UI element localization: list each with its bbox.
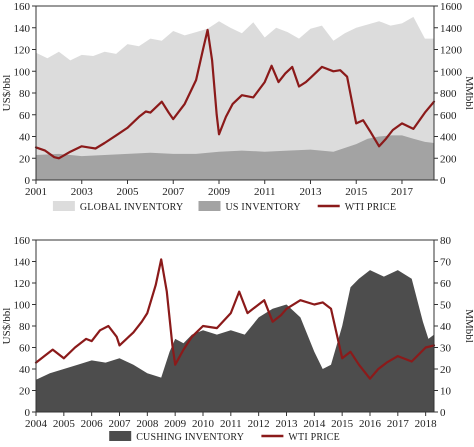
- top-chart: 2001 2003 2005 2007 2009 2011 2013 2015 2017 020…: [1, 1, 474, 213]
- bottom-y-left-tick-label: 140: [14, 257, 31, 269]
- top-y-left-tick-label: 100: [14, 66, 31, 78]
- bottom-chart-lines: [34, 258, 436, 380]
- bottom-y-left-tick-label: 100: [14, 300, 31, 312]
- top-y-left-axis: 0 20 40 60 80 100 120 140 160: [14, 1, 36, 187]
- top-x-tick-label: 2007: [162, 186, 185, 198]
- top-y-left-tick-label: 80: [19, 88, 31, 100]
- bottom-y-right-tick-label: 0: [440, 407, 446, 419]
- bottom-x-tick-label: 2012: [248, 418, 270, 430]
- top-legend-label-wti-price: WTI PRICE: [345, 202, 397, 213]
- bottom-y-left-tick-label: 160: [14, 235, 31, 247]
- bottom-legend: CUSHING INVENTORY WTI PRICE: [109, 431, 340, 443]
- bottom-x-tick-label: 2004: [25, 418, 48, 430]
- top-y-left-tick-label: 40: [19, 132, 31, 144]
- top-x-tick-label: 2003: [71, 186, 94, 198]
- bottom-y-left-label: US$/bbl: [1, 308, 13, 345]
- top-legend-swatch-us-inventory: [198, 201, 221, 211]
- bottom-y-left-tick-label: 40: [19, 364, 31, 376]
- top-y-right-tick-label: 800: [440, 88, 457, 100]
- bottom-y-right-tick-label: 40: [440, 321, 452, 333]
- top-legend-swatch-global-inventory: [52, 201, 75, 211]
- bottom-y-left-axis: 0 20 40 60 80 100 120 140 160: [14, 235, 36, 419]
- bottom-y-right-tick-label: 30: [440, 343, 452, 355]
- bottom-chart-areas: [36, 270, 434, 412]
- top-y-right-tick-label: 600: [440, 110, 457, 122]
- bottom-x-tick-label: 2010: [192, 418, 215, 430]
- top-y-left-tick-label: 60: [19, 110, 31, 122]
- bottom-y-right-label: MMbbl: [463, 309, 474, 343]
- top-series-global-inventory-area: [36, 16, 434, 181]
- bottom-y-left-tick-label: 0: [25, 407, 31, 419]
- bottom-y-right-tick-label: 50: [440, 300, 452, 312]
- bottom-legend-swatch-cushing-inventory: [109, 431, 132, 441]
- bottom-y-right-tick-label: 70: [440, 257, 452, 269]
- bottom-y-right-tick-label: 80: [440, 235, 452, 247]
- bottom-x-tick-label: 2014: [303, 418, 326, 430]
- bottom-x-axis: 2004 2005 2006 2007 2008 2009 2010 2011 2012 2013…: [25, 412, 437, 430]
- top-y-left-tick-label: 20: [19, 153, 31, 165]
- top-legend-label-us-inventory: US INVENTORY: [226, 202, 301, 213]
- bottom-y-right-axis: 0 10 20 30 40 50 60 70 80: [434, 235, 452, 419]
- top-y-left-tick-label: 0: [25, 175, 31, 187]
- bottom-x-tick-label: 2015: [331, 418, 354, 430]
- bottom-x-tick-label: 2009: [164, 418, 187, 430]
- top-series-wti-price-line: [34, 28, 436, 160]
- bottom-y-right-tick-label: 20: [440, 364, 452, 376]
- bottom-chart: 2004 2005 2006 2007 2008 2009 2010 2011 2012 2013…: [1, 235, 474, 443]
- top-y-left-tick-label: 140: [14, 23, 31, 35]
- top-x-tick-label: 2005: [116, 186, 139, 198]
- top-y-right-tick-label: 1600: [440, 1, 463, 13]
- top-y-right-axis: 0 200 400 600 800 1000 1200 1400 1600: [434, 1, 463, 187]
- bottom-x-tick-label: 2005: [53, 418, 76, 430]
- bottom-x-tick-label: 2016: [359, 418, 382, 430]
- bottom-series-cushing-inventory-area: [36, 270, 434, 412]
- bottom-x-tick-label: 2008: [136, 418, 159, 430]
- bottom-y-right-tick-label: 60: [440, 278, 452, 290]
- top-y-right-tick-label: 0: [440, 175, 446, 187]
- bottom-x-tick-label: 2006: [81, 418, 104, 430]
- top-y-right-tick-label: 1400: [440, 23, 463, 35]
- top-x-tick-label: 2013: [299, 186, 322, 198]
- bottom-x-tick-label: 2013: [275, 418, 298, 430]
- bottom-legend-label-cushing-inventory: CUSHING INVENTORY: [136, 432, 244, 443]
- top-y-right-label: MMbbl: [463, 76, 474, 110]
- bottom-y-left-tick-label: 120: [14, 278, 31, 290]
- top-x-tick-label: 2011: [254, 186, 276, 198]
- top-y-left-label: US$/bbl: [1, 75, 13, 112]
- top-x-tick-label: 2001: [25, 186, 47, 198]
- top-y-left-tick-label: 120: [14, 45, 31, 57]
- bottom-y-right-tick-label: 10: [440, 386, 452, 398]
- top-x-tick-label: 2015: [345, 186, 368, 198]
- top-x-axis: 2001 2003 2005 2007 2009 2011 2013 2015 2017: [25, 180, 413, 198]
- top-y-right-tick-label: 1200: [440, 45, 463, 57]
- bottom-x-tick-label: 2007: [108, 418, 131, 430]
- bottom-x-tick-label: 2017: [387, 418, 410, 430]
- bottom-y-left-tick-label: 80: [19, 321, 31, 333]
- bottom-x-tick-label: 2018: [415, 418, 438, 430]
- top-legend: GLOBAL INVENTORY US INVENTORY WTI PRICE: [52, 201, 397, 213]
- top-y-left-tick-label: 160: [14, 1, 31, 13]
- top-x-tick-label: 2009: [208, 186, 231, 198]
- bottom-y-left-tick-label: 60: [19, 343, 31, 355]
- top-y-right-tick-label: 200: [440, 153, 457, 165]
- top-y-right-tick-label: 400: [440, 132, 457, 144]
- top-legend-label-global-inventory: GLOBAL INVENTORY: [80, 202, 183, 213]
- bottom-x-tick-label: 2011: [220, 418, 242, 430]
- bottom-legend-label-wti-price: WTI PRICE: [288, 432, 340, 443]
- top-y-right-tick-label: 1000: [440, 66, 463, 78]
- top-chart-lines: [34, 28, 436, 160]
- top-series-us-inventory-area: [36, 135, 434, 180]
- bottom-series-wti-price-line: [34, 258, 436, 380]
- top-x-tick-label: 2017: [391, 186, 414, 198]
- top-chart-areas: [36, 16, 434, 181]
- bottom-y-left-tick-label: 20: [19, 386, 31, 398]
